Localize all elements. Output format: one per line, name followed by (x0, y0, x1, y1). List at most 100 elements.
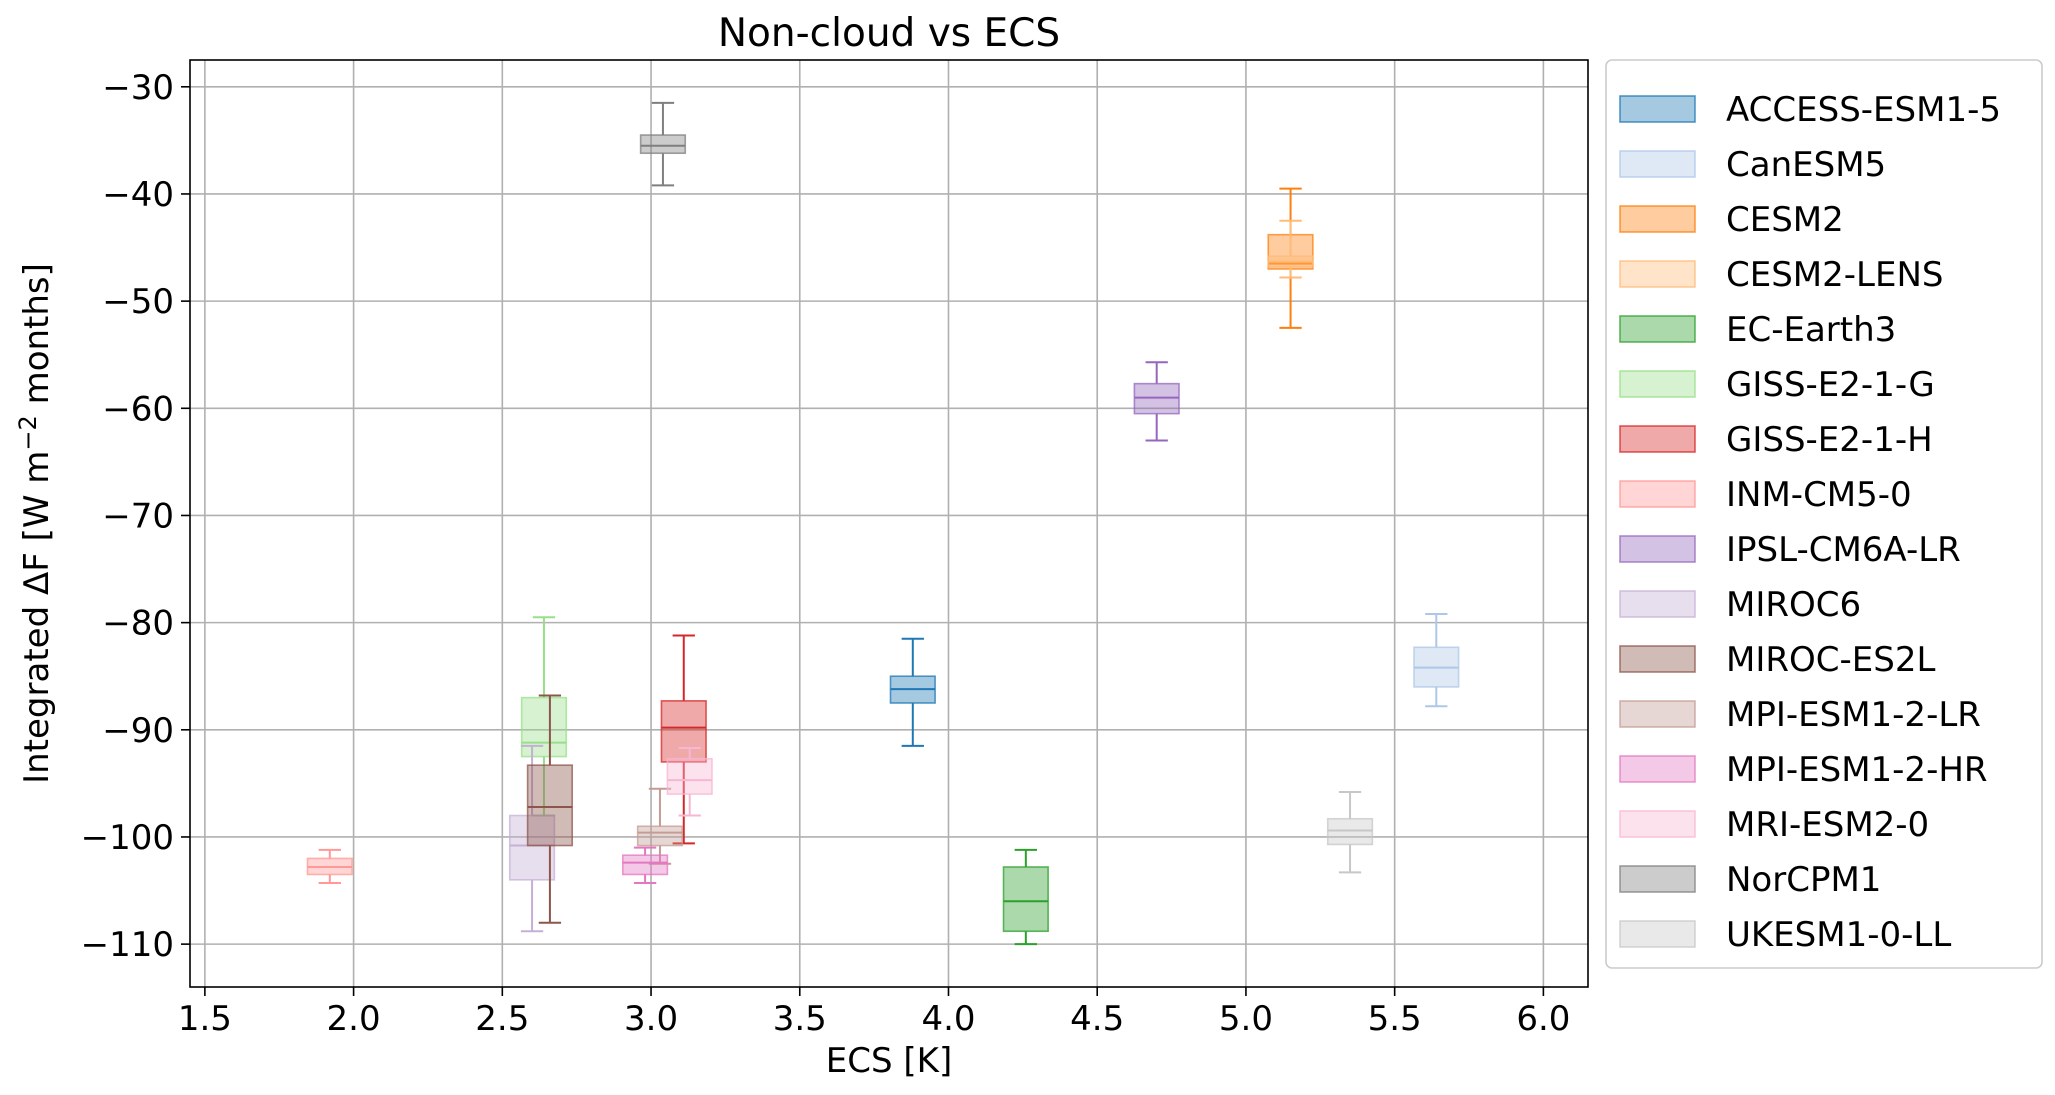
y-tick-label: −100 (81, 818, 174, 858)
iqr-box (1133, 382, 1180, 415)
x-tick-label: 5.5 (1368, 999, 1422, 1039)
x-tick-label: 1.5 (178, 999, 232, 1039)
y-tick-label: −60 (102, 389, 174, 429)
y-tick-label: −90 (102, 711, 174, 751)
iqr-box (636, 825, 684, 847)
box-ukesm1-0-ll (1326, 790, 1374, 874)
box-miroc-es2l (526, 694, 574, 924)
legend-swatch (1619, 700, 1696, 728)
legend-swatch (1619, 95, 1696, 123)
x-tick-label: 2.5 (475, 999, 529, 1039)
legend-item-access-esm1-5: ACCESS-ESM1-5 (1619, 90, 2001, 130)
plot-frame (189, 59, 1589, 988)
legend-swatch (1619, 645, 1696, 673)
legend-label: CanESM5 (1726, 145, 1886, 185)
chart-title: Non-cloud vs ECS (718, 11, 1060, 56)
box-mpi-esm1-2-hr (621, 846, 669, 885)
legend-label: IPSL-CM6A-LR (1726, 530, 1961, 570)
legend-label: INM-CM5-0 (1726, 475, 1912, 515)
legend: ACCESS-ESM1-5 CanESM5 CESM2 CESM2-LENS EC-Ea… (1605, 59, 2043, 969)
x-tick-label: 4.0 (921, 999, 975, 1039)
x-axis-label: ECS [K] (826, 1041, 952, 1081)
legend-label: ACCESS-ESM1-5 (1726, 90, 2001, 130)
y-axis-label-superscript: −2 (14, 415, 42, 450)
box-mpi-esm1-2-lr (636, 787, 684, 865)
y-tick-label: −40 (102, 175, 174, 215)
legend-swatch (1619, 920, 1696, 948)
y-tick-label: −50 (102, 282, 174, 322)
legend-item-giss-e2-1-g: GISS-E2-1-G (1619, 365, 1935, 405)
x-tick-label: 3.5 (773, 999, 827, 1039)
legend-swatch (1619, 755, 1696, 783)
iqr-box (666, 757, 713, 795)
legend-item-ec-earth3: EC-Earth3 (1619, 310, 1896, 350)
legend-swatch (1619, 150, 1696, 178)
legend-label: MPI-ESM1-2-HR (1726, 750, 1988, 790)
box-norcpm1 (639, 101, 687, 187)
y-axis-label-tail: months] (17, 263, 57, 415)
legend-item-cesm2-lens: CESM2-LENS (1619, 255, 1943, 295)
legend-item-inm-cm5-0: INM-CM5-0 (1619, 475, 1912, 515)
iqr-box (526, 764, 574, 847)
legend-swatch (1619, 810, 1696, 838)
iqr-box (660, 700, 707, 763)
legend-label: GISS-E2-1-G (1726, 365, 1935, 405)
legend-item-mpi-esm1-2-hr: MPI-ESM1-2-HR (1619, 750, 1988, 790)
legend-swatch (1619, 315, 1696, 343)
legend-label: NorCPM1 (1726, 860, 1881, 900)
legend-swatch (1619, 535, 1696, 563)
legend-label: CESM2 (1726, 200, 1844, 240)
legend-label: MPI-ESM1-2-LR (1726, 695, 1981, 735)
legend-label: MIROC-ES2L (1726, 640, 1935, 680)
boxes-layer (306, 101, 1460, 946)
y-tick-label: −110 (81, 925, 174, 965)
y-axis-label: Integrated ΔF [W m−2 months] (14, 263, 57, 784)
iqr-box (621, 854, 669, 876)
box-giss-e2-1-h (660, 634, 707, 845)
legend-item-giss-e2-1-h: GISS-E2-1-H (1619, 420, 1933, 460)
legend-swatch (1619, 425, 1696, 453)
y-axis-label-main: Integrated ΔF [W m (17, 451, 57, 784)
y-tick-label: −70 (102, 496, 174, 536)
box-access-esm1-5 (889, 637, 936, 747)
legend-swatch (1619, 260, 1696, 288)
box-mri-esm2-0 (666, 747, 713, 817)
legend-label: GISS-E2-1-H (1726, 420, 1933, 460)
legend-item-cesm2: CESM2 (1619, 200, 1844, 240)
box-inm-cm5-0 (306, 848, 353, 885)
legend-frame (1605, 59, 2043, 969)
legend-item-norcpm1: NorCPM1 (1619, 860, 1881, 900)
y-tick-label: −80 (102, 604, 174, 644)
box-ipsl-cm6a-lr (1133, 361, 1180, 442)
x-tick-label: 3.0 (624, 999, 678, 1039)
legend-label: EC-Earth3 (1726, 310, 1896, 350)
legend-label: CESM2-LENS (1726, 255, 1943, 295)
x-tick-label: 5.0 (1219, 999, 1273, 1039)
legend-label: UKESM1-0-LL (1726, 915, 1951, 955)
legend-swatch (1619, 865, 1696, 893)
x-tick-label: 4.5 (1070, 999, 1124, 1039)
legend-item-miroc-es2l: MIROC-ES2L (1619, 640, 1935, 680)
legend-item-ipsl-cm6a-lr: IPSL-CM6A-LR (1619, 530, 1961, 570)
iqr-box (639, 134, 687, 155)
box-ec-earth3 (1002, 848, 1049, 946)
legend-swatch (1619, 370, 1696, 398)
y-tick-label: −30 (102, 68, 174, 108)
box-cesm2-lens (1267, 219, 1314, 279)
legend-swatch (1619, 590, 1696, 618)
iqr-box (520, 696, 568, 758)
iqr-box (1326, 817, 1374, 846)
grid-layer (190, 60, 1588, 987)
x-tick-label: 6.0 (1516, 999, 1570, 1039)
ticks-layer: 1.5 2.0 2.5 3.0 3.5 4.0 4.5 5.0 5.5 6.0 −30 −40 −50 −… (81, 68, 1571, 1039)
x-tick-label: 2.0 (327, 999, 381, 1039)
legend-item-ukesm1-0-ll: UKESM1-0-LL (1619, 915, 1951, 955)
legend-item-miroc6: MIROC6 (1619, 585, 1861, 625)
legend-label: MIROC6 (1726, 585, 1861, 625)
legend-item-mri-esm2-0: MRI-ESM2-0 (1619, 805, 1929, 845)
iqr-box (1002, 866, 1049, 933)
legend-swatch (1619, 480, 1696, 508)
box-canesm5 (1413, 613, 1460, 708)
legend-swatch (1619, 205, 1696, 233)
